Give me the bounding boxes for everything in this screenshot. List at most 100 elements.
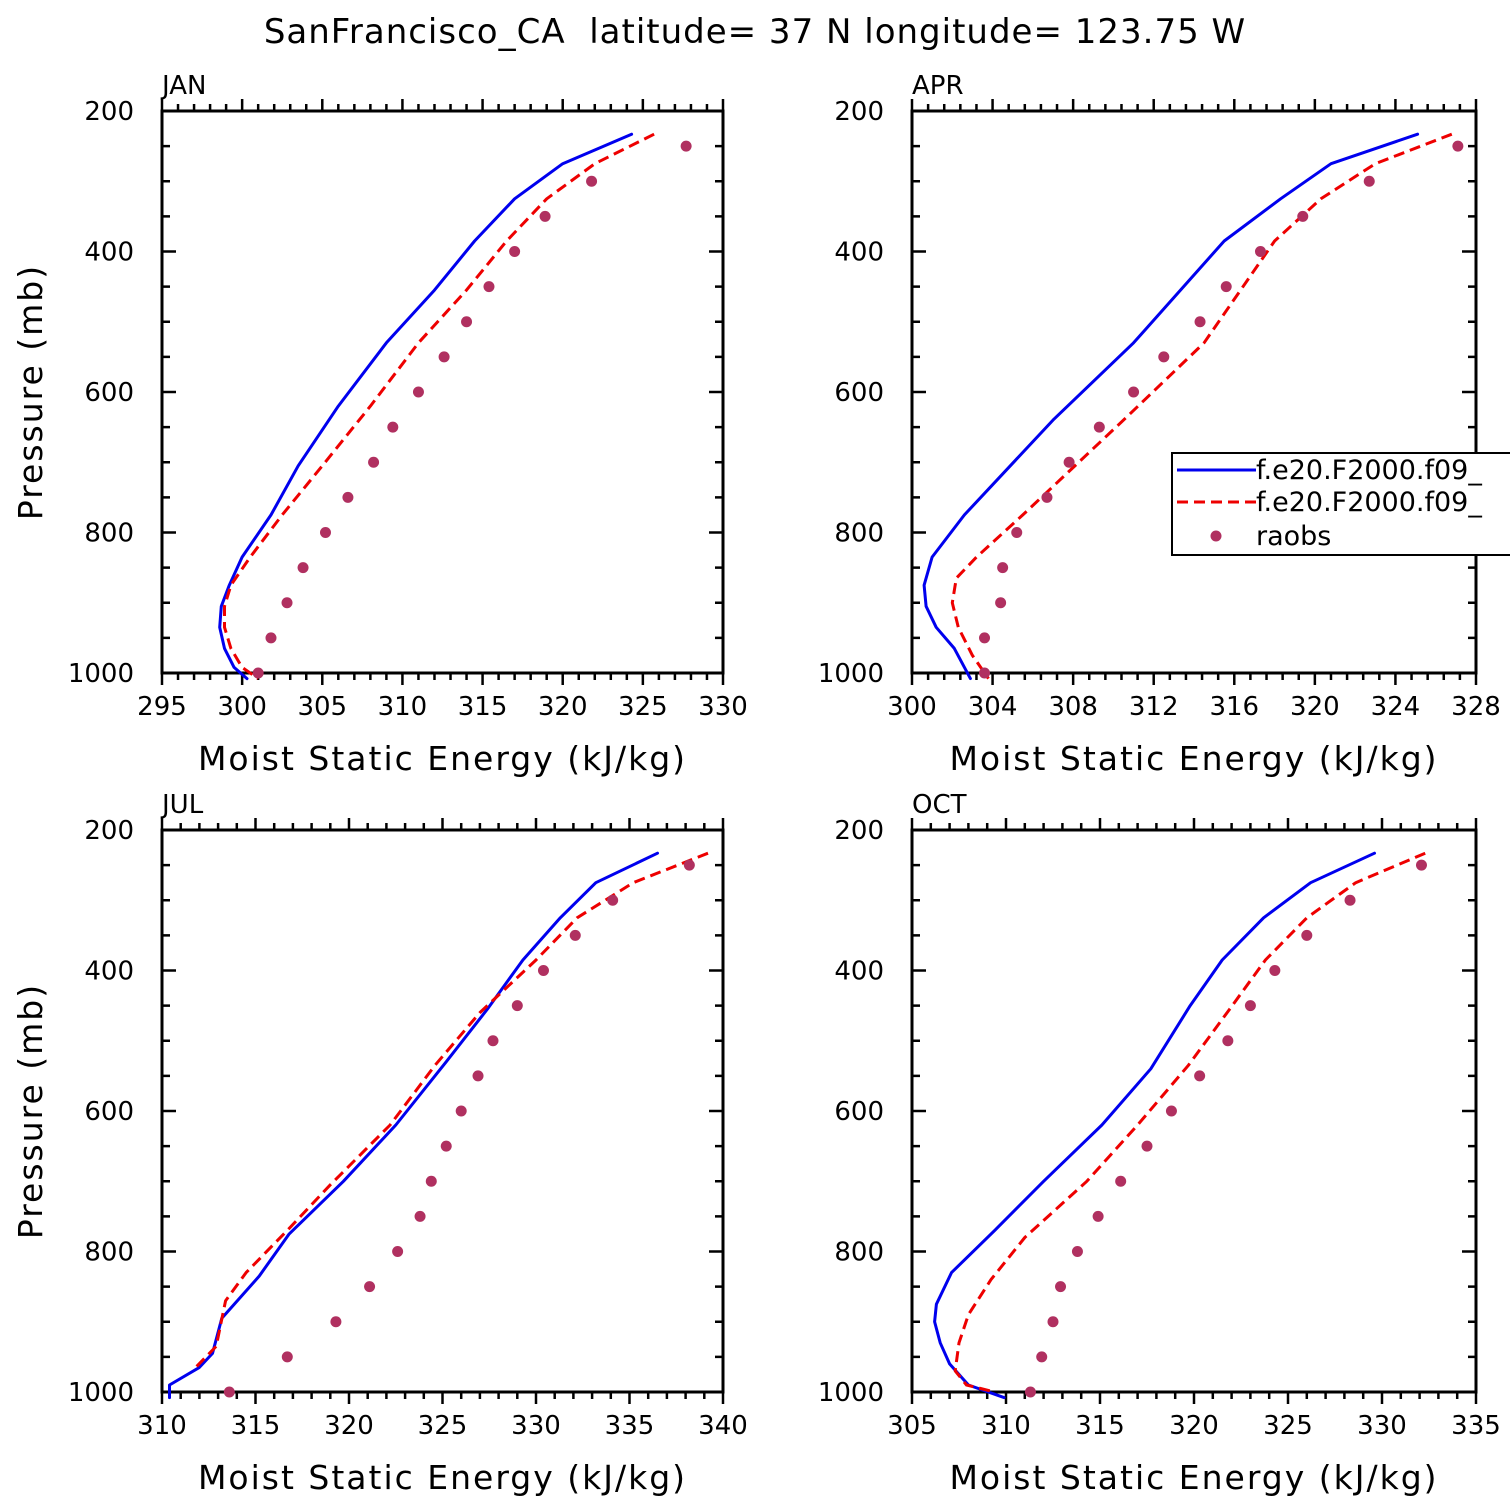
y-tick-label: 200 xyxy=(84,97,134,127)
x-axis-label: Moist Static Energy (kJ/kg) xyxy=(198,1458,687,1497)
x-tick-label: 340 xyxy=(698,1411,748,1441)
raobs-point xyxy=(995,597,1007,609)
x-tick-label: 320 xyxy=(1290,692,1340,722)
raobs-point xyxy=(368,456,380,468)
x-tick-label: 335 xyxy=(605,1411,655,1441)
raobs-point xyxy=(586,175,598,187)
y-tick-label: 600 xyxy=(834,1097,884,1127)
x-tick-label: 315 xyxy=(458,692,508,722)
y-tick-label: 800 xyxy=(834,1238,884,1268)
legend-swatch-dot xyxy=(1210,530,1222,542)
x-tick-label: 325 xyxy=(1263,1411,1313,1441)
panel-title: JAN xyxy=(160,71,206,101)
x-tick-label: 315 xyxy=(1075,1411,1125,1441)
panel-title: JUL xyxy=(160,790,204,820)
raobs-point xyxy=(483,281,495,293)
series-line-model-solid xyxy=(168,851,659,1400)
raobs-point xyxy=(461,316,473,328)
raobs-point xyxy=(438,351,450,363)
legend-label: f.e20.F2000.f09_ xyxy=(1256,487,1482,518)
raobs-point xyxy=(1363,175,1375,187)
x-tick-label: 320 xyxy=(324,1411,374,1441)
series-line-model-solid xyxy=(922,132,1420,681)
series-line-model-dashed xyxy=(194,851,709,1369)
x-tick-label: 304 xyxy=(968,692,1018,722)
x-tick-label: 310 xyxy=(981,1411,1031,1441)
raobs-point xyxy=(1071,1246,1083,1257)
x-tick-label: 310 xyxy=(137,1411,187,1441)
raobs-point xyxy=(1158,351,1170,363)
y-tick-label: 200 xyxy=(834,97,884,127)
raobs-point xyxy=(511,1000,523,1012)
x-tick-label: 312 xyxy=(1129,692,1179,722)
raobs-point xyxy=(1297,210,1309,222)
raobs-point xyxy=(1024,1386,1036,1398)
x-axis-label: Moist Static Energy (kJ/kg) xyxy=(949,1458,1438,1497)
raobs-point xyxy=(425,1175,437,1187)
x-tick-label: 316 xyxy=(1209,692,1259,722)
x-tick-label: 305 xyxy=(297,692,347,722)
raobs-point xyxy=(1092,1210,1104,1222)
raobs-point xyxy=(1452,140,1464,152)
raobs-point xyxy=(414,1210,426,1222)
x-tick-label: 308 xyxy=(1048,692,1098,722)
series-line-model-solid xyxy=(933,851,1376,1400)
chart-panel-jul: 310 315 320 325 330 335 340 200 400 600 800 1000 JUL… xyxy=(11,790,748,1497)
x-tick-label: 320 xyxy=(538,692,588,722)
raobs-point xyxy=(1093,421,1105,433)
x-tick-label: 325 xyxy=(618,692,668,722)
raobs-point xyxy=(1011,527,1023,538)
raobs-point xyxy=(1036,1351,1048,1363)
y-tick-label: 400 xyxy=(834,957,884,987)
y-tick-label: 200 xyxy=(834,816,884,846)
raobs-point xyxy=(1194,316,1206,328)
x-tick-label: 328 xyxy=(1451,692,1501,722)
raobs-point xyxy=(1165,1105,1177,1117)
x-tick-label: 315 xyxy=(231,1411,281,1441)
x-tick-label: 320 xyxy=(1169,1411,1219,1441)
raobs-point xyxy=(1115,1175,1127,1187)
raobs-point xyxy=(1244,1000,1256,1012)
raobs-point xyxy=(1041,491,1053,503)
raobs-point xyxy=(683,859,695,871)
raobs-point xyxy=(1055,1281,1067,1293)
y-tick-label: 800 xyxy=(834,519,884,549)
raobs-point xyxy=(680,140,692,152)
raobs-point xyxy=(223,1386,235,1398)
series-line-model-dashed xyxy=(953,851,1426,1394)
y-tick-label: 800 xyxy=(84,519,134,549)
plot-frame xyxy=(160,109,725,675)
x-tick-label: 300 xyxy=(887,692,937,722)
raobs-point xyxy=(1063,456,1075,468)
x-tick-label: 330 xyxy=(698,692,748,722)
x-tick-label: 310 xyxy=(378,692,428,722)
raobs-point xyxy=(607,894,619,906)
x-tick-label: 305 xyxy=(887,1411,937,1441)
raobs-point xyxy=(1047,1316,1059,1328)
chart-panel-oct: 305 310 315 320 325 330 335 200 400 600 800 1000 OCT… xyxy=(818,790,1501,1497)
figure-title: SanFrancisco_CA latitude= 37 N longitude… xyxy=(263,12,1247,52)
legend-label: raobs xyxy=(1256,521,1331,552)
raobs-point xyxy=(265,632,277,644)
raobs-point xyxy=(1141,1140,1153,1152)
x-axis-label: Moist Static Energy (kJ/kg) xyxy=(198,739,687,778)
y-tick-label: 400 xyxy=(84,238,134,268)
y-tick-label: 1000 xyxy=(68,1378,134,1408)
x-axis-label: Moist Static Energy (kJ/kg) xyxy=(949,739,1438,778)
raobs-point xyxy=(537,965,549,976)
plot-frame xyxy=(910,828,1478,1394)
raobs-point xyxy=(1301,929,1313,941)
y-tick-label: 1000 xyxy=(68,659,134,689)
raobs-point xyxy=(281,597,293,609)
raobs-point xyxy=(1254,246,1266,257)
chart-panel-apr: 300 304 308 312 316 320 324 328 200 400 600 800 1000… xyxy=(818,71,1501,778)
raobs-point xyxy=(440,1140,452,1152)
legend-label: f.e20.F2000.f09_ xyxy=(1256,455,1482,486)
y-tick-label: 1000 xyxy=(818,659,884,689)
raobs-point xyxy=(364,1281,376,1293)
y-tick-label: 600 xyxy=(84,378,134,408)
x-tick-label: 295 xyxy=(137,692,187,722)
raobs-point xyxy=(569,929,581,941)
y-tick-label: 800 xyxy=(84,1238,134,1268)
